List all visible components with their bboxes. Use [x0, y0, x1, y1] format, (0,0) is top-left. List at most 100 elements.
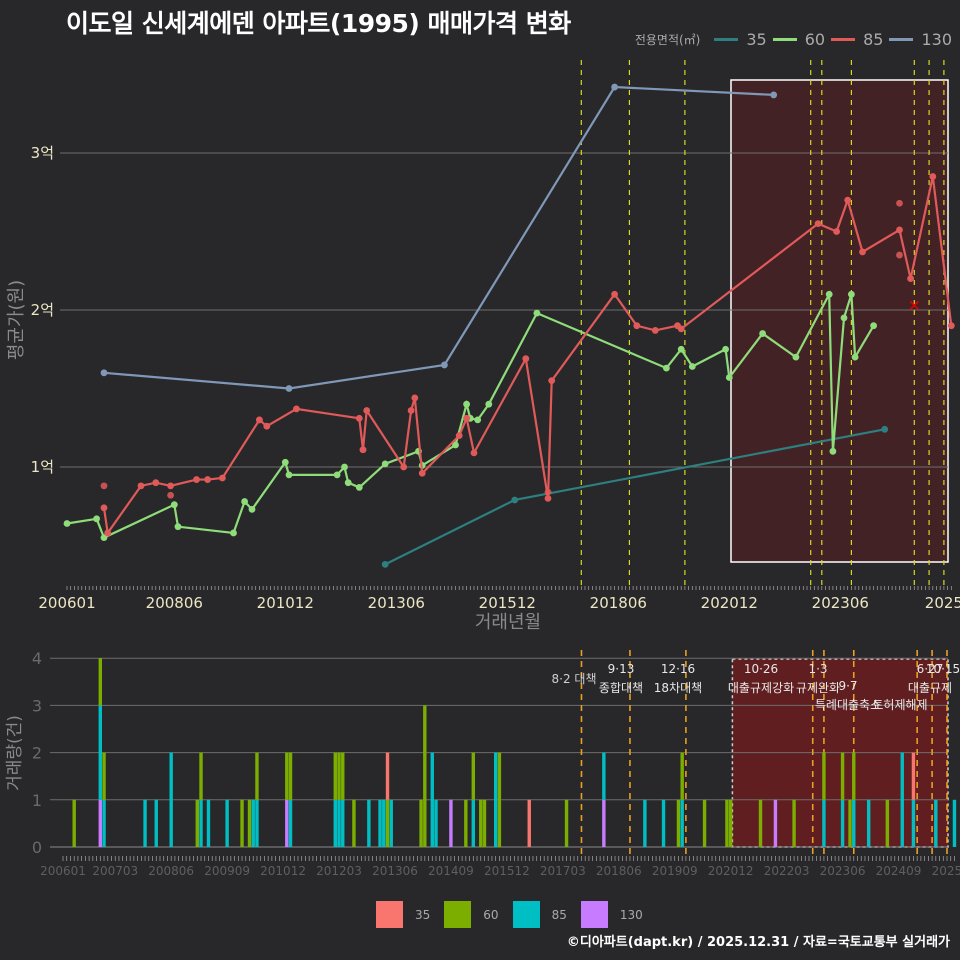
x-tick-label: 200909	[204, 864, 250, 878]
annotation-date: 12·16	[661, 662, 695, 676]
bar-segment-85	[952, 799, 957, 847]
bar-segment-60	[822, 752, 826, 800]
bar-segment-60	[102, 752, 106, 800]
bar-segment-60	[728, 799, 733, 847]
bar-segment-85	[680, 799, 684, 847]
data-point	[829, 447, 837, 455]
bar-segment-85	[493, 752, 498, 847]
bar-segment-85	[661, 799, 666, 847]
legend-bar-swatch-60	[444, 901, 472, 928]
bar-segment-35	[385, 752, 390, 800]
data-point	[759, 330, 766, 337]
data-point	[137, 482, 145, 490]
data-point	[219, 474, 226, 482]
data-point	[293, 405, 300, 413]
x-tick-label: 201012	[260, 864, 306, 878]
data-point	[152, 479, 160, 487]
data-point	[344, 479, 352, 487]
data-point	[100, 482, 108, 490]
x-tick-label: 201806	[596, 864, 642, 878]
y-axis-title: 거래량(건)	[5, 715, 25, 791]
bar-segment-60	[285, 752, 289, 800]
bar-segment-60	[352, 799, 356, 847]
y-tick-label: 0	[32, 838, 42, 857]
bar-segment-60	[848, 799, 852, 847]
data-point	[881, 425, 889, 433]
data-point	[896, 226, 903, 234]
data-point	[100, 534, 108, 542]
price-line-60	[66, 290, 875, 540]
annotation-label: 특례대출축소	[815, 698, 881, 712]
data-point	[896, 251, 903, 259]
bar-segment-35	[527, 799, 531, 847]
data-point	[511, 496, 519, 504]
legend-item-35: 35	[714, 30, 767, 49]
data-point	[485, 400, 493, 408]
bar-segment-60	[702, 799, 707, 847]
bar-segment-85	[911, 799, 916, 847]
legend-bar-swatch-130	[580, 901, 608, 928]
legend-line-swatch-85	[831, 38, 856, 41]
x-tick-label: 201306	[368, 594, 425, 612]
bar-segment-85	[337, 799, 341, 847]
data-point	[848, 290, 855, 298]
data-point	[651, 327, 659, 334]
data-point	[452, 441, 459, 449]
data-point	[100, 369, 108, 377]
data-point	[544, 488, 552, 496]
x-tick-label: 202306	[820, 864, 866, 878]
bar-segment-35	[911, 752, 916, 800]
data-point	[544, 495, 552, 502]
data-point	[792, 353, 800, 361]
bar-segment-60	[423, 705, 427, 847]
bar-segment-60	[471, 752, 475, 800]
data-point	[256, 416, 263, 424]
bar-segment-130	[773, 799, 778, 847]
bar-segment-60	[676, 799, 681, 847]
bar-segment-85	[206, 799, 211, 847]
data-point	[611, 83, 618, 91]
bar-segment-60	[72, 799, 76, 847]
legend-item-85: 85	[831, 30, 883, 49]
bar-segment-60	[464, 799, 468, 847]
data-point	[722, 345, 729, 353]
chart-title: 이도일 신세계에덴 아파트(1995) 매매가격 변화	[66, 9, 571, 38]
data-point	[167, 482, 175, 490]
data-point	[851, 353, 859, 361]
data-point	[833, 228, 840, 235]
x-tick-label: 201703	[540, 864, 586, 878]
bar-segment-85	[367, 799, 371, 847]
price-line-chart: 1억 2억 3억 200601 200806 201012 201306 201512 2018…	[6, 60, 960, 633]
bar-segment-85	[333, 799, 337, 847]
annotation-date: 10·15	[926, 662, 960, 676]
bar-segment-85	[143, 799, 147, 847]
bar-segment-60	[337, 752, 341, 800]
x-tick-label: 202012	[701, 594, 758, 612]
bar-segment-130	[285, 799, 289, 847]
bar-segment-85	[900, 752, 904, 847]
data-point	[281, 458, 289, 466]
bar-segment-60	[247, 799, 252, 847]
data-point	[825, 290, 833, 298]
x-tick-label: 200806	[146, 594, 203, 612]
annotation-label: 대출규제	[908, 681, 952, 695]
data-point	[870, 322, 877, 330]
bar-segment-85	[288, 799, 293, 847]
data-point	[355, 414, 363, 422]
data-point	[341, 463, 348, 471]
x-tick-label: 201512	[479, 594, 536, 612]
bar-segment-85	[102, 799, 106, 847]
bar-segment-60	[680, 752, 684, 800]
data-point	[663, 364, 670, 372]
x-tick-label: 200601	[38, 594, 95, 612]
source-credit: ©디아파트(dapt.kr) / 2025.12.31 / 자료=국토교통부 실…	[566, 935, 950, 950]
data-point	[463, 400, 470, 408]
bar-segment-60	[840, 752, 845, 800]
legend-bar-swatch-85	[512, 901, 540, 928]
data-point	[633, 322, 641, 330]
x-tick-label: 2025	[925, 594, 960, 612]
annotation-date: 1·3	[808, 662, 827, 676]
data-point	[230, 529, 237, 537]
x-tick-label: 202203	[764, 864, 810, 878]
